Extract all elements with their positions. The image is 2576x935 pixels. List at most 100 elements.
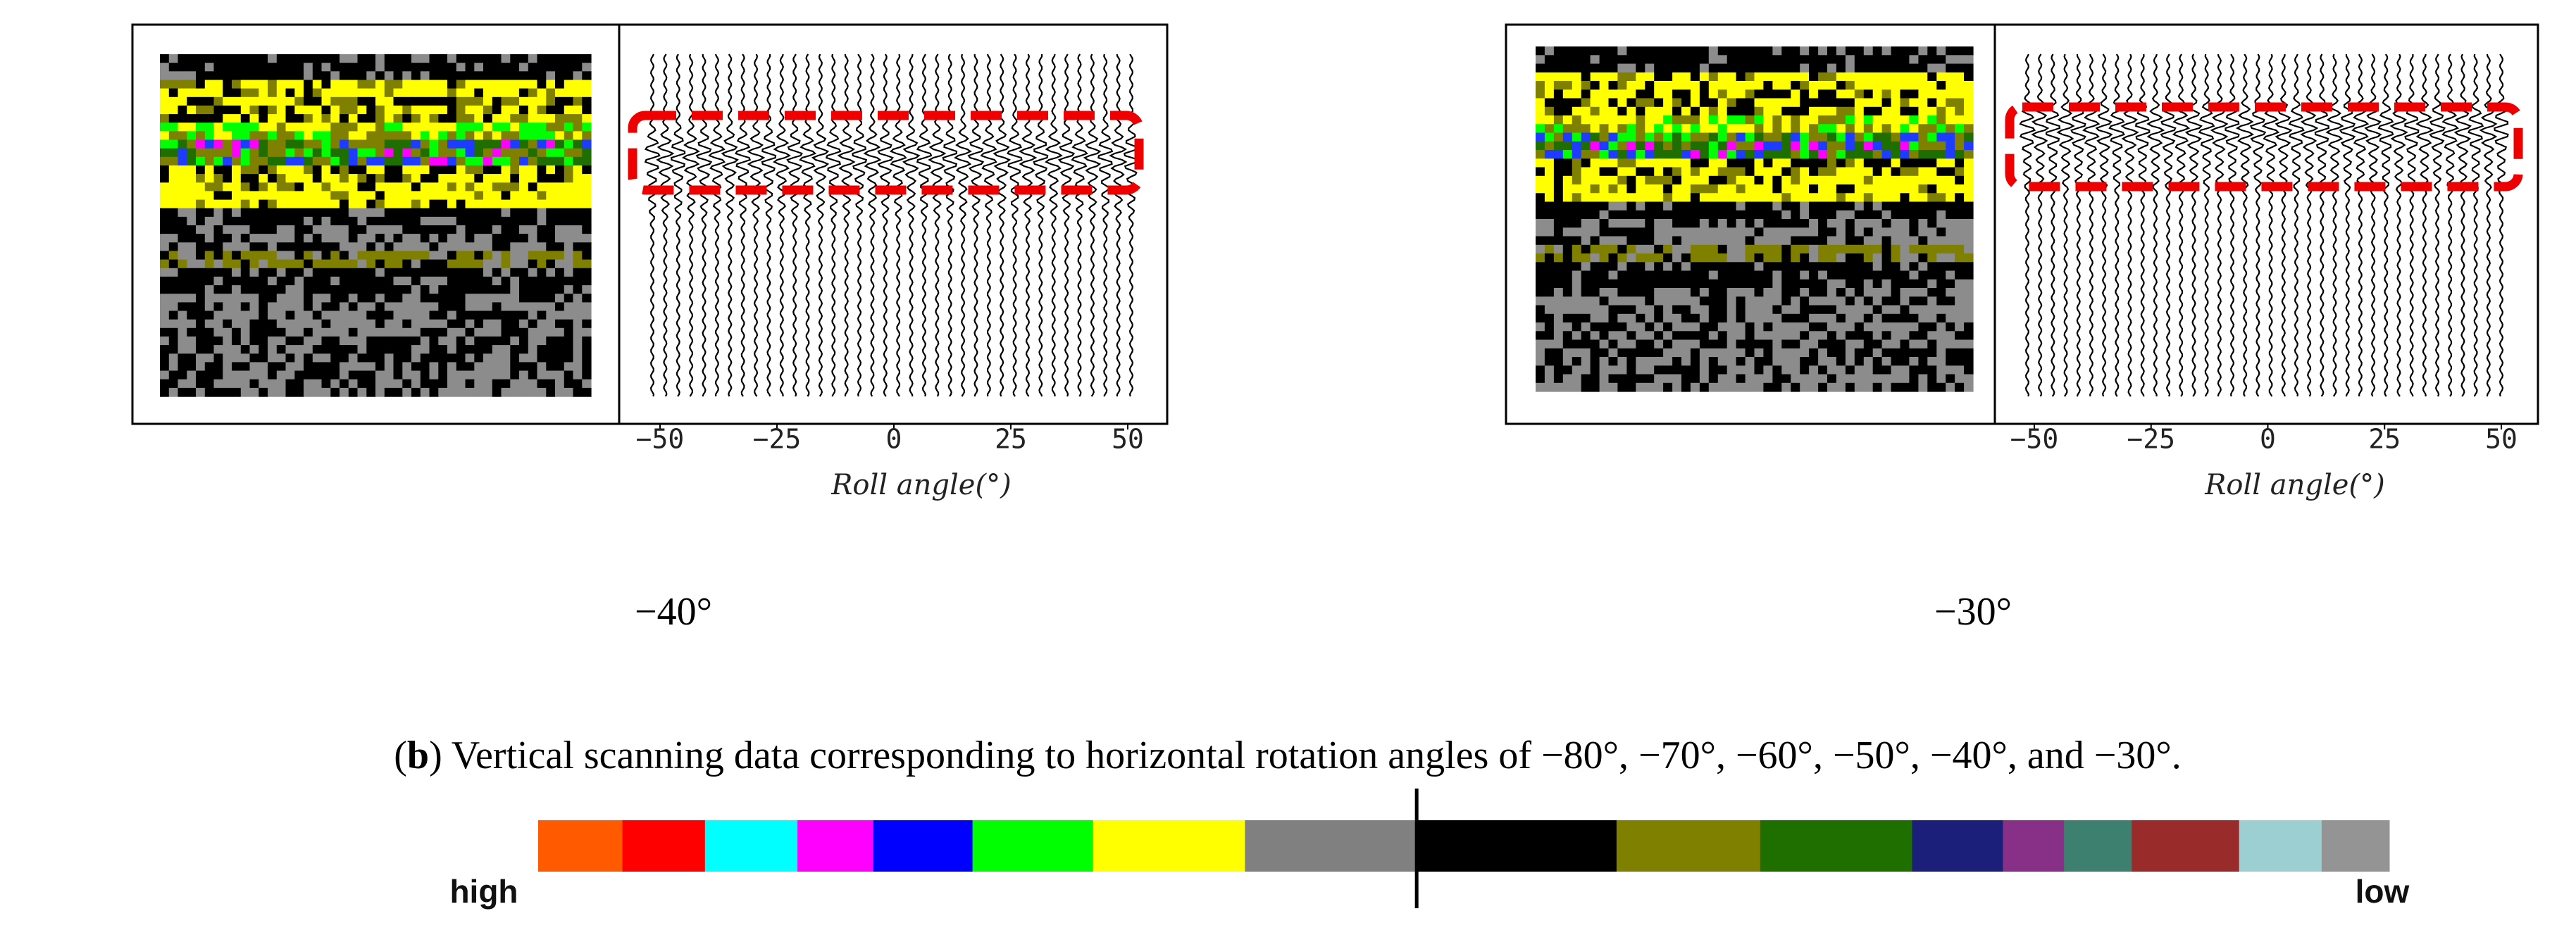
scan-pixel	[501, 71, 511, 81]
scan-pixel	[213, 387, 223, 397]
scan-pixel	[1900, 244, 1910, 254]
scan-pixel	[1663, 184, 1673, 194]
scan-pixel	[402, 80, 412, 89]
scan-pixel	[483, 379, 493, 389]
scan-pixel	[510, 114, 520, 123]
scan-pixel	[1872, 322, 1883, 332]
scan-pixel	[304, 174, 313, 183]
scan-pixel	[1754, 72, 1764, 82]
scan-pixel	[304, 268, 313, 277]
scan-pixel	[492, 251, 502, 261]
scan-pixel	[438, 139, 448, 149]
scan-pixel	[1927, 270, 1937, 280]
scan-pixel	[573, 63, 583, 72]
scan-pixel	[1681, 331, 1691, 341]
scan-pixel	[213, 327, 223, 337]
scan-pixel	[276, 139, 287, 149]
scan-pixel	[1617, 236, 1627, 246]
scan-pixel	[1645, 150, 1655, 159]
scan-pixel	[249, 370, 259, 380]
scan-pixel	[537, 191, 547, 201]
scan-pixel	[1891, 46, 1901, 56]
scan-pixel	[1809, 150, 1819, 159]
scan-pixel	[160, 96, 170, 106]
scan-pixel	[285, 148, 295, 158]
scan-pixel	[187, 96, 197, 106]
scan-pixel	[1708, 106, 1719, 116]
scan-pixel	[384, 225, 394, 234]
scan-pixel	[348, 234, 359, 243]
scan-pixel	[1863, 81, 1874, 90]
scan-pixel	[1663, 72, 1673, 82]
scan-pixel	[510, 165, 520, 175]
scan-pixel	[1745, 115, 1755, 125]
scan-pixel	[1772, 115, 1782, 125]
scan-pixel	[1654, 348, 1664, 358]
scan-pixel	[393, 276, 403, 286]
scan-pixel	[348, 216, 359, 226]
scan-pixel	[1900, 357, 1910, 366]
wiggle-trace	[786, 54, 803, 397]
scan-pixel	[340, 336, 349, 346]
scan-pixel	[474, 54, 484, 63]
scan-pixel	[492, 148, 502, 158]
scan-pixel	[483, 139, 493, 149]
scan-pixel	[1562, 98, 1573, 108]
scan-pixel	[1836, 365, 1846, 375]
scan-pixel	[1818, 184, 1828, 194]
scan-pixel	[528, 123, 538, 132]
scan-pixel	[366, 294, 376, 303]
scan-pixel	[1964, 72, 1974, 82]
scan-pixel	[411, 191, 421, 201]
scan-pixel	[1781, 262, 1791, 272]
scan-pixel	[312, 114, 323, 123]
scan-pixel	[1699, 253, 1710, 263]
scan-pixel	[474, 353, 484, 363]
scan-pixel	[393, 139, 403, 149]
scan-pixel	[1964, 365, 1974, 375]
scan-pixel	[447, 174, 457, 183]
scan-pixel	[456, 114, 466, 123]
scan-pixel	[501, 327, 511, 337]
scan-pixel	[330, 148, 340, 158]
scan-pixel	[1918, 279, 1928, 289]
scan-pixel	[1927, 98, 1937, 108]
colorbar-swatch	[2064, 820, 2132, 872]
scan-pixel	[1854, 124, 1865, 134]
scan-pixel	[232, 54, 242, 63]
scan-pixel	[276, 105, 287, 115]
scan-pixel	[1544, 382, 1555, 392]
scan-pixel	[1754, 365, 1764, 375]
scan-pixel	[1763, 124, 1773, 134]
scan-pixel	[501, 156, 511, 166]
scan-pixel	[483, 131, 493, 141]
scan-pixel	[1918, 210, 1928, 220]
scan-pixel	[1681, 244, 1691, 254]
scan-pixel	[1562, 193, 1573, 203]
scan-pixel	[1772, 124, 1782, 134]
scan-pixel	[304, 362, 313, 372]
scan-pixel	[1690, 141, 1700, 151]
scan-pixel	[1654, 236, 1664, 246]
scan-pixel	[285, 105, 295, 115]
scan-pixel	[348, 362, 359, 372]
scan-pixel	[357, 387, 367, 397]
scan-pixel	[420, 208, 430, 218]
scan-pixel	[1900, 63, 1910, 73]
scan-pixel	[1881, 296, 1892, 306]
scan-pixel	[348, 251, 359, 261]
scan-pixel	[402, 105, 412, 115]
scan-pixel	[196, 302, 206, 312]
scan-pixel	[357, 242, 367, 252]
scan-pixel	[1736, 365, 1746, 375]
scan-pixel	[348, 353, 359, 363]
scan-pixel	[1781, 210, 1791, 220]
scan-pixel	[1918, 270, 1928, 280]
scan-pixel	[411, 387, 421, 397]
scan-pixel	[1726, 331, 1737, 341]
scan-pixel	[573, 379, 583, 389]
scan-pixel	[564, 63, 574, 72]
scan-pixel	[321, 379, 331, 389]
scan-pixel	[483, 148, 493, 158]
scan-pixel	[1645, 106, 1655, 116]
